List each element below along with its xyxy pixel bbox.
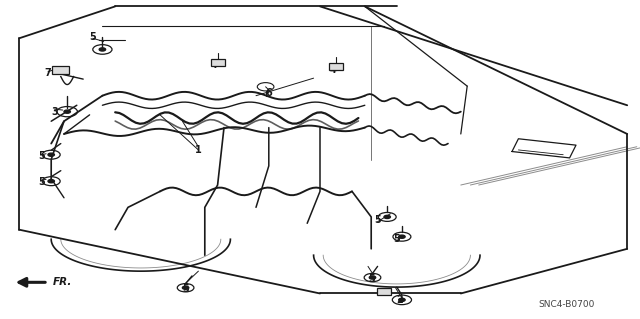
Text: 5: 5 [38,177,45,187]
Circle shape [64,110,70,113]
Circle shape [399,298,405,301]
Circle shape [399,235,405,238]
Text: 5: 5 [90,32,96,42]
Text: 4: 4 [330,65,336,75]
Circle shape [48,180,54,183]
Text: 5: 5 [38,151,45,161]
Text: 2: 2 [397,295,403,305]
Text: FR.: FR. [52,277,72,287]
Text: 3: 3 [51,107,58,117]
Text: 4: 4 [211,60,218,70]
Circle shape [48,153,54,156]
FancyBboxPatch shape [329,63,343,70]
Text: 5: 5 [374,215,381,225]
Text: 5: 5 [368,274,374,284]
Circle shape [384,215,390,219]
Text: 5: 5 [182,284,189,294]
FancyBboxPatch shape [52,66,69,74]
FancyBboxPatch shape [377,288,391,295]
Text: 5: 5 [394,234,400,244]
Circle shape [182,286,189,289]
FancyBboxPatch shape [211,59,225,66]
Text: SNC4-B0700: SNC4-B0700 [538,300,595,309]
Circle shape [369,276,376,279]
Text: 7: 7 [45,68,51,78]
Circle shape [99,48,106,51]
Text: 1: 1 [195,145,202,155]
Text: 6: 6 [266,87,272,98]
